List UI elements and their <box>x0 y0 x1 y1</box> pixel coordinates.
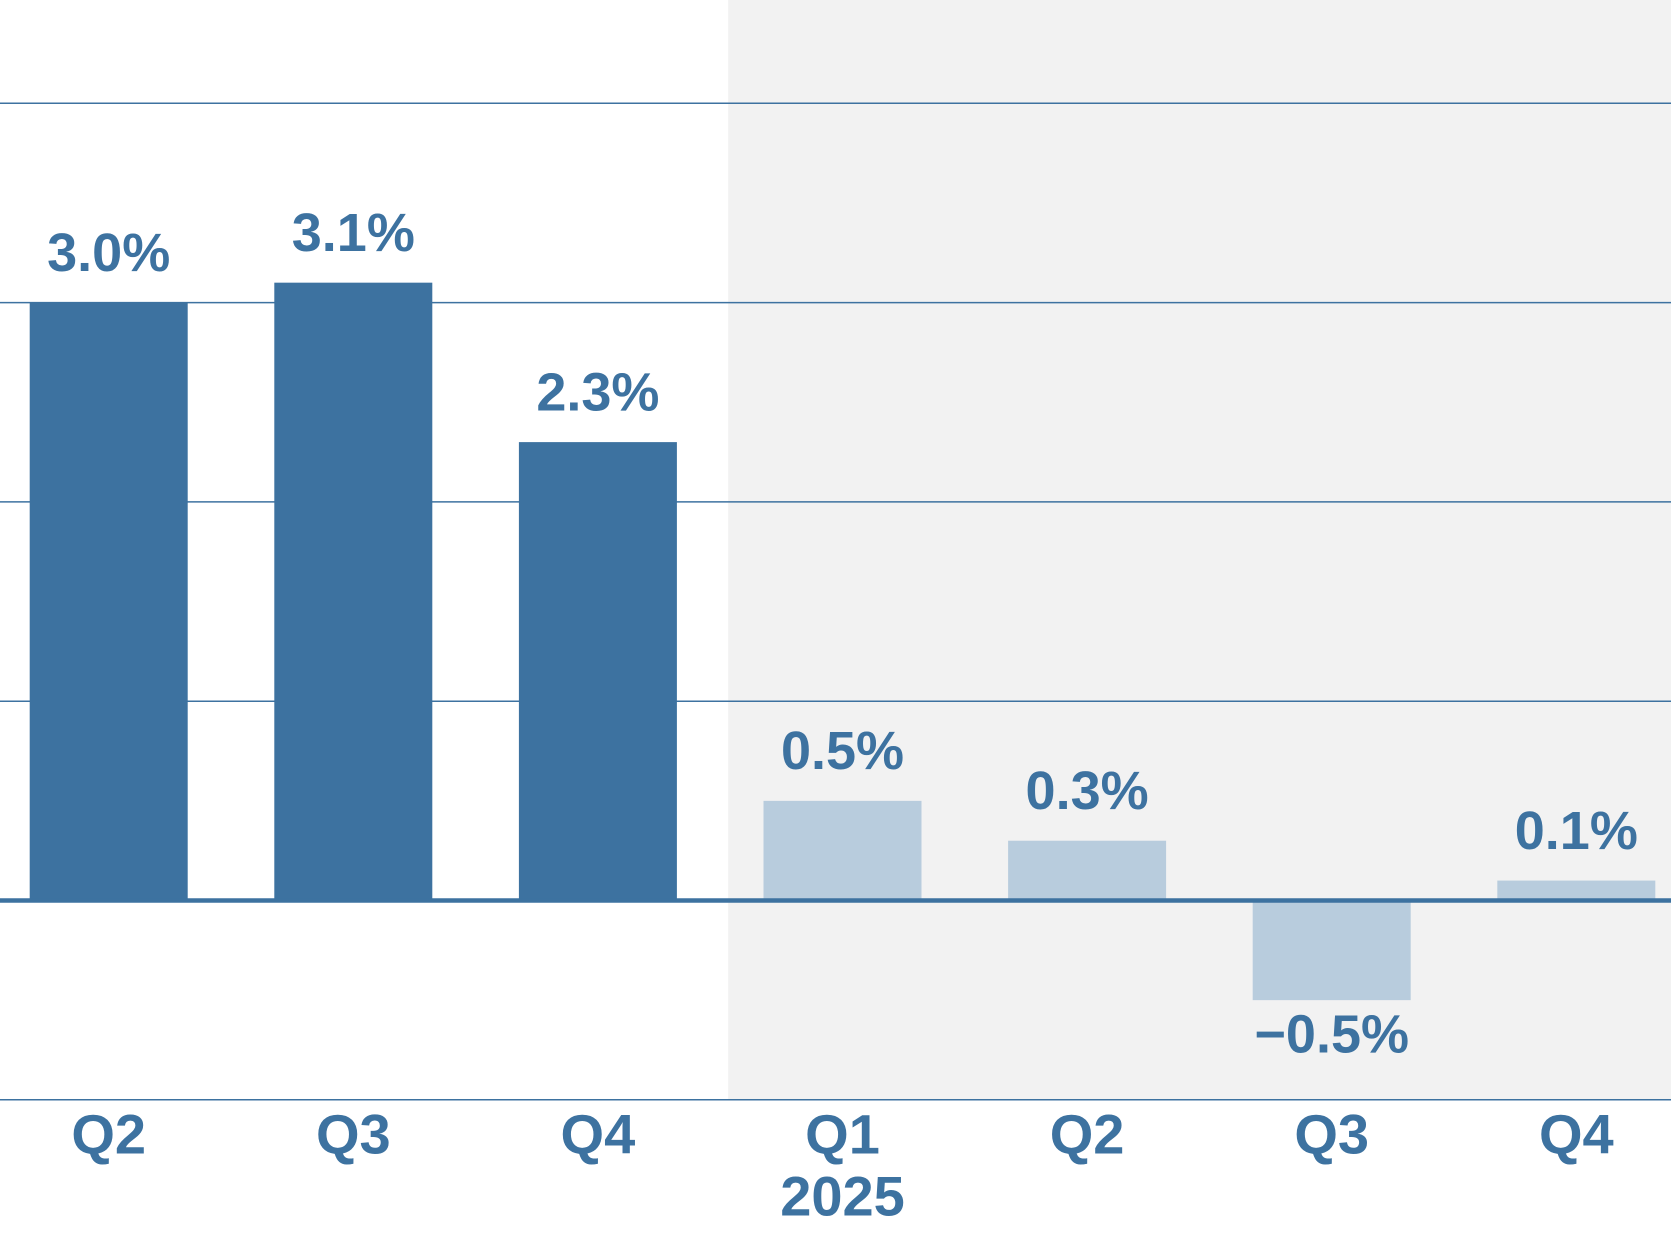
bar <box>518 442 677 901</box>
bar <box>763 800 922 901</box>
x-tick-label: Q3 <box>1294 1103 1369 1166</box>
x-tick-label: Q4 <box>1539 1103 1614 1166</box>
value-label: −0.5% <box>1254 1004 1409 1064</box>
bar <box>1252 900 1411 1001</box>
x-tick-label: Q2 <box>71 1103 146 1166</box>
value-label: 2.3% <box>536 362 659 422</box>
x-tick-label: Q2 <box>1050 1103 1125 1166</box>
bar <box>1008 840 1167 901</box>
x-tick-label: Q1 <box>805 1103 880 1166</box>
value-label: 3.0% <box>47 223 170 283</box>
value-label: 3.1% <box>292 203 415 263</box>
forecast-shade <box>728 0 1671 1100</box>
x-tick-label: Q4 <box>561 1103 636 1166</box>
value-label: 0.5% <box>781 721 904 781</box>
bar <box>29 302 188 901</box>
x-tick-label: Q3 <box>316 1103 391 1166</box>
value-label: 0.1% <box>1515 801 1638 861</box>
bar <box>1497 880 1656 901</box>
bar <box>274 282 433 901</box>
value-label: 0.3% <box>1026 761 1149 821</box>
x-sublabel: 2025 <box>780 1165 905 1228</box>
